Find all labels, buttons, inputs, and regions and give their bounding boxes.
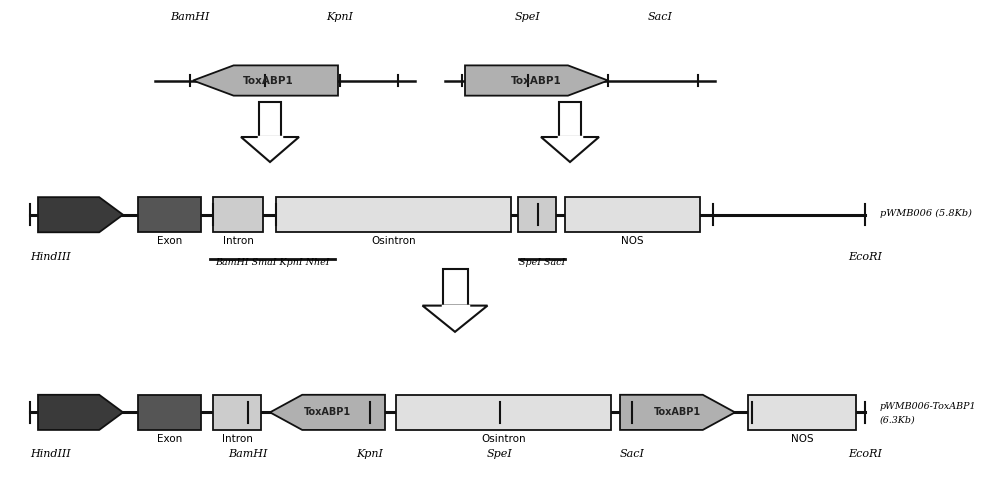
Polygon shape <box>442 269 468 305</box>
Text: ToxABP1: ToxABP1 <box>654 407 701 417</box>
Polygon shape <box>620 395 735 430</box>
Polygon shape <box>565 197 700 232</box>
Text: BamHI: BamHI <box>228 449 268 459</box>
Polygon shape <box>138 395 201 430</box>
Polygon shape <box>422 305 488 332</box>
Text: BamHI: BamHI <box>170 12 210 22</box>
Text: EcoRI: EcoRI <box>848 449 882 459</box>
Polygon shape <box>559 102 581 137</box>
Polygon shape <box>193 65 338 96</box>
Text: Exon: Exon <box>157 236 182 246</box>
Polygon shape <box>138 197 201 232</box>
Text: pWMB006 (5.8Kb): pWMB006 (5.8Kb) <box>880 209 972 218</box>
Text: Intron: Intron <box>223 236 253 246</box>
Text: pWMB006-ToxABP1: pWMB006-ToxABP1 <box>880 402 976 411</box>
Text: NOS: NOS <box>791 434 813 444</box>
Polygon shape <box>38 395 123 430</box>
Text: BamHI SmaI KpnI NheI: BamHI SmaI KpnI NheI <box>215 258 330 266</box>
Text: HindIII: HindIII <box>30 252 71 262</box>
Text: (6.3Kb): (6.3Kb) <box>880 416 916 425</box>
Text: Osintron: Osintron <box>481 434 526 444</box>
Text: KpnI: KpnI <box>327 12 353 22</box>
Text: HindIII: HindIII <box>30 449 71 459</box>
Text: SacI: SacI <box>648 12 672 22</box>
Polygon shape <box>748 395 856 430</box>
Polygon shape <box>38 197 123 232</box>
Polygon shape <box>518 197 556 232</box>
Text: EcoRI: EcoRI <box>848 252 882 262</box>
Text: NOS: NOS <box>621 236 644 246</box>
Polygon shape <box>276 197 511 232</box>
Polygon shape <box>213 197 263 232</box>
Text: Exon: Exon <box>157 434 182 444</box>
Polygon shape <box>213 395 261 430</box>
Text: SpeI: SpeI <box>515 12 541 22</box>
Text: Intron: Intron <box>222 434 252 444</box>
Polygon shape <box>241 137 299 162</box>
Polygon shape <box>259 102 281 137</box>
Text: ToxABP1: ToxABP1 <box>243 76 294 85</box>
Text: SacI: SacI <box>620 449 644 459</box>
Polygon shape <box>396 395 611 430</box>
Polygon shape <box>541 137 599 162</box>
Text: ToxABP1: ToxABP1 <box>511 76 562 85</box>
Text: KpnI: KpnI <box>357 449 383 459</box>
Polygon shape <box>465 65 608 96</box>
Text: ToxABP1: ToxABP1 <box>304 407 351 417</box>
Text: SpeI SacI: SpeI SacI <box>519 258 565 266</box>
Polygon shape <box>270 395 385 430</box>
Text: Osintron: Osintron <box>371 236 416 246</box>
Text: SpeI: SpeI <box>487 449 513 459</box>
